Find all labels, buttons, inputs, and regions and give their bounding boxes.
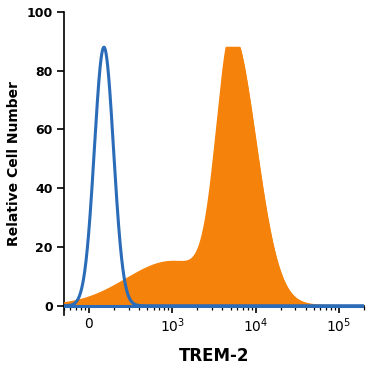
Y-axis label: Relative Cell Number: Relative Cell Number	[7, 81, 21, 246]
X-axis label: TREM-2: TREM-2	[179, 347, 249, 365]
